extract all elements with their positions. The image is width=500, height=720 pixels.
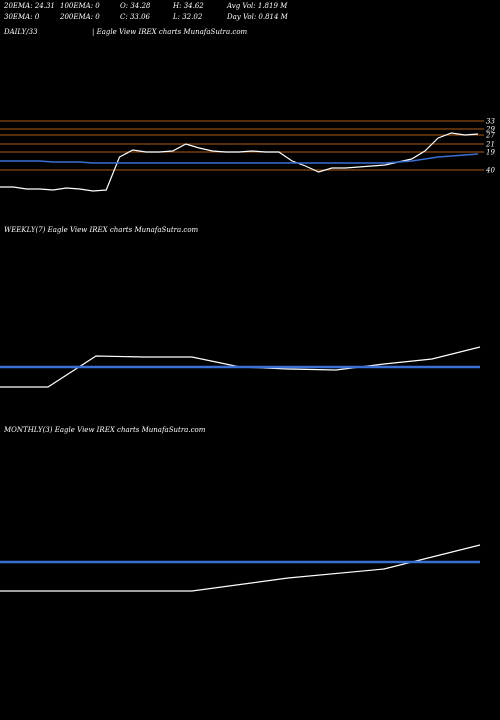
low-readout: L: 32.02 — [173, 13, 203, 21]
close-readout: C: 33.06 — [120, 13, 150, 21]
weekly-panel-label: WEEKLY(7) Eagle View IREX charts MunafaS… — [4, 226, 199, 234]
ema20-readout: 20EMA: 24.31 — [4, 2, 55, 10]
daily-ema-line — [0, 153, 479, 164]
daily-panel-caption: | Eagle View IREX charts MunafaSutra.com — [92, 28, 248, 36]
level-label-29: 29 — [485, 126, 495, 134]
weekly-chart — [0, 300, 500, 400]
ema100-readout: 100EMA: 0 — [60, 2, 100, 10]
level-label-33: 33 — [486, 118, 495, 126]
daily-chart: 33 29 27 21 19 40 — [0, 100, 500, 200]
ema200-readout: 200EMA: 0 — [60, 13, 100, 21]
open-readout: O: 34.28 — [120, 2, 151, 10]
monthly-chart — [0, 500, 500, 600]
level-label-19: 19 — [486, 149, 495, 157]
level-label-21: 21 — [485, 141, 495, 149]
day-volume-readout: Day Vol: 0.814 M — [227, 13, 288, 21]
weekly-chart-svg — [0, 346, 481, 388]
avg-volume-readout: Avg Vol: 1.819 M — [227, 2, 288, 10]
ema30-readout: 30EMA: 0 — [4, 13, 40, 21]
monthly-chart-svg — [0, 544, 481, 592]
daily-panel-label: DAILY/33 — [4, 28, 38, 36]
monthly-price-line — [0, 544, 481, 592]
high-readout: H: 34.62 — [173, 2, 204, 10]
level-label-27: 27 — [485, 132, 495, 140]
monthly-panel-label: MONTHLY(3) Eagle View IREX charts Munafa… — [4, 426, 206, 434]
level-label-40: 40 — [485, 167, 495, 175]
